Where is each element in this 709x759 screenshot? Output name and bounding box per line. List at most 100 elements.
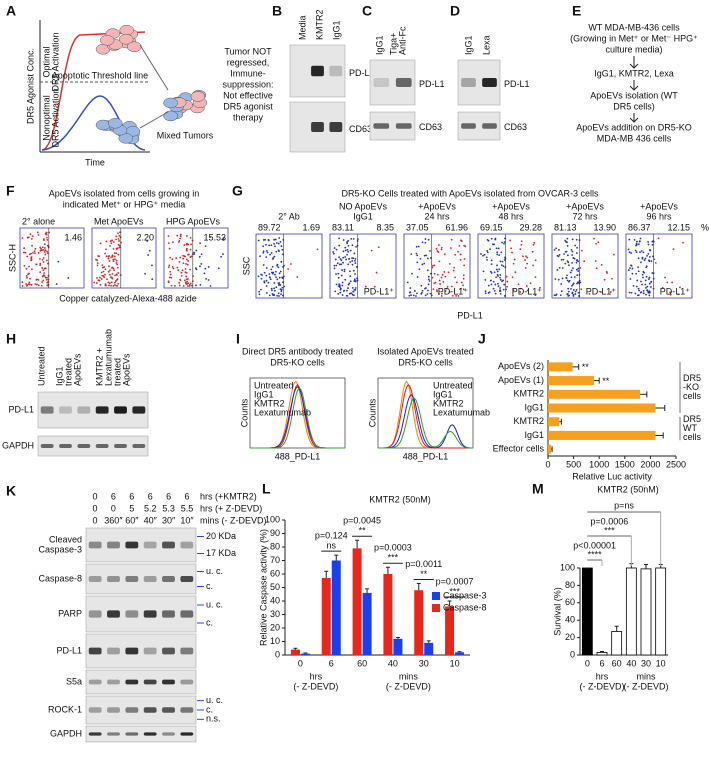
event-dot: [351, 286, 354, 289]
event-dot: [37, 278, 40, 281]
event-dot: [637, 270, 640, 273]
event-dot: [571, 284, 573, 287]
event-dot: [645, 275, 648, 278]
plot-title: indicated Met⁺ or HPG⁺ media: [63, 199, 186, 209]
panel-letter: C: [362, 3, 372, 19]
event-dot: [169, 256, 172, 259]
event-dot: [110, 281, 113, 284]
event-dot: [205, 277, 207, 280]
band: [311, 122, 324, 132]
event-dot: [114, 284, 116, 286]
significance: ***: [449, 586, 460, 596]
optimal-label: Optimal: [41, 46, 51, 77]
event-dot: [499, 289, 501, 292]
event-dot: [563, 253, 565, 255]
event-dot: [493, 271, 496, 274]
event-dot: [560, 283, 563, 285]
event-dot: [642, 276, 644, 279]
event-dot: [23, 264, 26, 267]
blot: [85, 725, 197, 743]
event-dot: [111, 273, 114, 275]
event-dot: [641, 283, 643, 286]
band: [180, 707, 194, 713]
event-dot: [576, 282, 578, 285]
event-dot: [650, 260, 653, 263]
plot-title: ApoEVs isolated from cells growing in: [49, 188, 200, 198]
event-dot: [265, 267, 268, 269]
event-dot: [101, 274, 104, 277]
event-dot: [175, 257, 178, 259]
event-dot: [566, 245, 569, 247]
y-tick-label: ApoEVs (2): [498, 361, 544, 371]
event-dot: [275, 286, 278, 289]
event-dot: [513, 258, 516, 261]
band: [77, 444, 91, 448]
step-text: IgG1, KMTR2, Lexa: [594, 68, 674, 78]
event-dot: [424, 287, 426, 290]
step-text: DR5 cells): [613, 101, 655, 111]
x-tick-label: 40: [626, 658, 636, 668]
event-dot: [603, 278, 606, 281]
event-dot: [281, 276, 284, 279]
event-dot: [567, 290, 570, 293]
event-dot: [39, 258, 41, 260]
lane-label: IgG1: [374, 35, 384, 55]
positive-label: PD-L1⁺: [364, 286, 395, 296]
event-dot: [277, 282, 280, 285]
event-dot: [339, 287, 342, 290]
x-axis-label: Copper catalyzed-Alexa-488 azide: [59, 293, 197, 303]
event-dot: [458, 244, 461, 247]
event-dot: [561, 277, 564, 280]
lane-label: Lexatumumab: [103, 329, 113, 386]
event-dot: [429, 250, 431, 252]
event-dot: [484, 279, 487, 281]
bar: [424, 642, 434, 655]
band: [88, 541, 102, 549]
y-tick-label: 60: [565, 597, 575, 607]
legend-label: Lexatumumab: [433, 407, 490, 417]
event-dot: [260, 273, 263, 276]
event-dot: [39, 262, 42, 265]
legend-label: Untreated: [433, 380, 473, 390]
event-dot: [185, 258, 188, 261]
event-dot: [344, 256, 347, 258]
event-dot: [572, 283, 574, 286]
event-dot: [112, 260, 115, 262]
bar: [321, 578, 331, 655]
event-dot: [637, 266, 640, 269]
event-dot: [189, 236, 192, 239]
event-dot: [534, 294, 537, 297]
group-label: cells: [683, 391, 702, 401]
event-dot: [555, 247, 557, 250]
event-dot: [39, 249, 42, 252]
event-dot: [427, 289, 429, 292]
event-dot: [571, 291, 574, 294]
event-dot: [33, 252, 36, 255]
event-dot: [167, 266, 170, 269]
x-tick-label: 500: [566, 459, 581, 469]
event-dot: [30, 258, 33, 261]
event-dot: [561, 267, 564, 269]
y-axis-label: SSC-H: [7, 244, 17, 272]
panel-letter: E: [572, 3, 581, 19]
event-dot: [338, 244, 341, 247]
event-dot: [628, 251, 631, 254]
event-dot: [186, 280, 189, 283]
plot-title: Isolated ApoEVs treated: [377, 346, 474, 356]
event-dot: [108, 260, 111, 262]
blot-label: GAPDH: [50, 728, 82, 738]
band: [95, 444, 109, 448]
event-dot: [30, 252, 32, 255]
band: [143, 707, 157, 713]
y-tick-label: 20: [270, 622, 280, 632]
event-dot: [278, 295, 280, 297]
event-dot: [279, 240, 282, 243]
y-tick-label: KMTR2: [513, 416, 544, 426]
event-dot: [172, 241, 174, 244]
event-dot: [421, 241, 424, 244]
percent-label: 37.05: [406, 222, 429, 232]
event-dot: [42, 274, 45, 277]
band: [373, 78, 390, 87]
blot-label: GAPDH: [2, 440, 34, 450]
y-tick-label: 20: [565, 632, 575, 642]
